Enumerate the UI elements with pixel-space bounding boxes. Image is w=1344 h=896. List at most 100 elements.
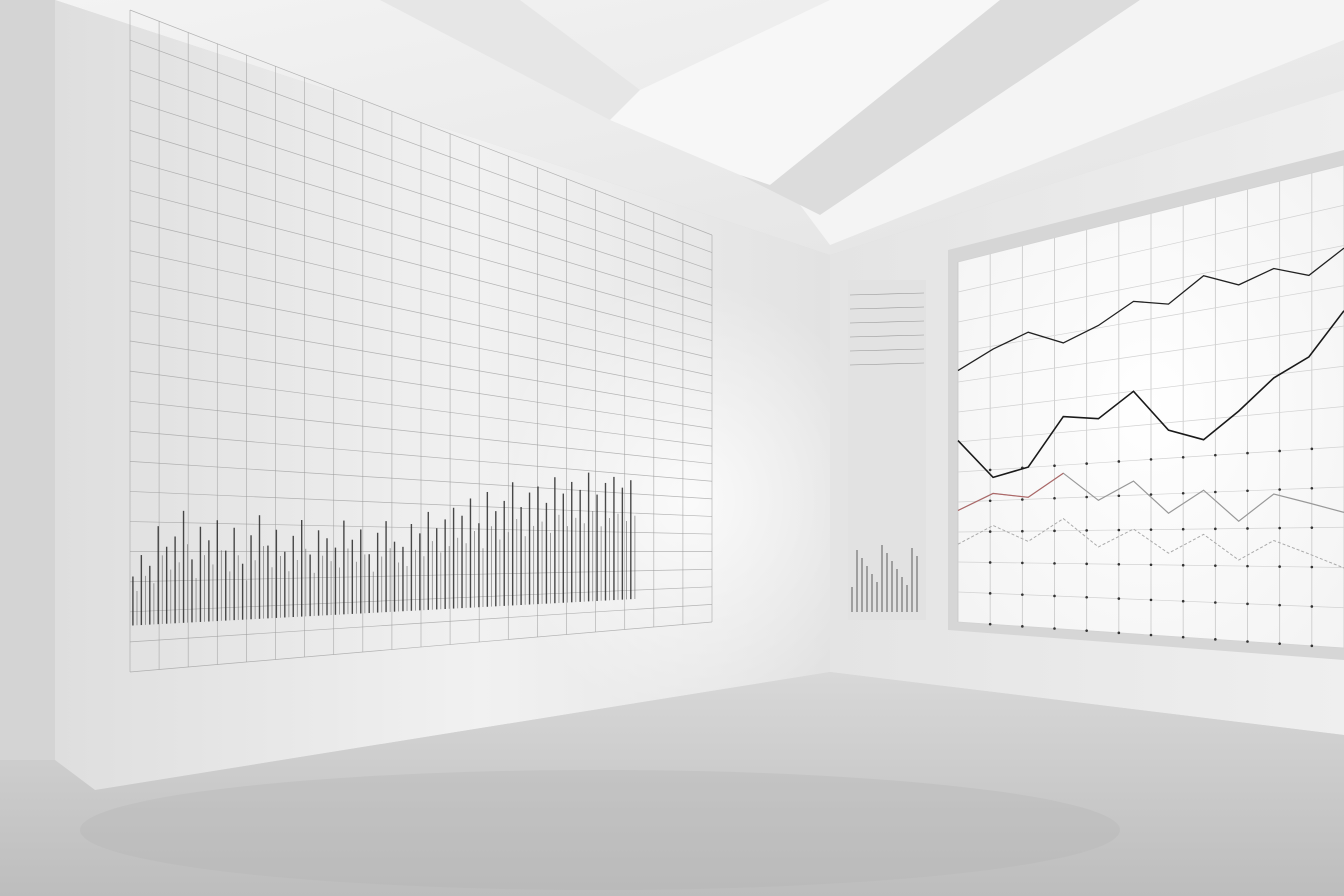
grid-line bbox=[129, 9, 713, 236]
window-grid-dot bbox=[1214, 601, 1217, 604]
window-grid-dot bbox=[1278, 526, 1281, 530]
window-grid-dot bbox=[1214, 638, 1217, 641]
window-grid-dot bbox=[1053, 627, 1056, 630]
window-grid-line bbox=[957, 325, 1344, 383]
window-grid-dot bbox=[1310, 447, 1314, 451]
window-grid-dot bbox=[1149, 528, 1153, 531]
grid-line bbox=[129, 370, 713, 447]
window-grid-dot bbox=[1085, 562, 1088, 566]
grid-line bbox=[129, 39, 713, 253]
window-grid-dot bbox=[1149, 458, 1153, 461]
left-column bbox=[0, 0, 55, 760]
window-grid-dot bbox=[1278, 488, 1281, 491]
window-grid-dot bbox=[1149, 563, 1153, 567]
panel-row bbox=[849, 320, 925, 324]
floor bbox=[0, 672, 1344, 896]
window-grid-dot bbox=[1246, 527, 1249, 530]
window-grid-dot bbox=[1278, 642, 1281, 645]
grid-line bbox=[129, 310, 713, 412]
window-grid-dot bbox=[1181, 563, 1185, 567]
window-grid-dot bbox=[988, 499, 992, 503]
window-grid-dot bbox=[1053, 496, 1056, 500]
window-series-line bbox=[957, 517, 1344, 569]
grid-line bbox=[129, 604, 713, 643]
grid-line bbox=[129, 69, 713, 271]
grid-line bbox=[129, 461, 713, 500]
window-grid-dot bbox=[1053, 464, 1056, 467]
window-grid-dot bbox=[1117, 494, 1121, 498]
ceiling-beam bbox=[380, 0, 640, 120]
window-grid-dot bbox=[1021, 498, 1024, 501]
window-grid-line bbox=[957, 204, 1344, 293]
grid-line bbox=[129, 521, 713, 535]
window-grid-line bbox=[957, 164, 1344, 263]
window-grid-dot bbox=[988, 561, 992, 564]
window-grid-dot bbox=[1181, 527, 1185, 531]
side-panel-chart bbox=[849, 292, 925, 612]
window-grid-dot bbox=[1117, 460, 1121, 463]
grid-line bbox=[129, 430, 713, 482]
window-grid-dot bbox=[1149, 598, 1153, 602]
window-grid-dot bbox=[1021, 561, 1024, 565]
panel-row bbox=[849, 362, 925, 366]
window-grid-dot bbox=[1310, 605, 1314, 608]
window-grid-dot bbox=[1246, 564, 1249, 568]
window-grid-dot bbox=[1085, 529, 1088, 532]
window-grid-dot bbox=[1310, 486, 1314, 490]
window-grid-dot bbox=[1246, 489, 1249, 493]
window-grid bbox=[957, 164, 1344, 649]
window-line-chart bbox=[957, 247, 1344, 569]
window-grid-dot bbox=[1278, 449, 1281, 453]
window-grid-dot bbox=[1053, 529, 1056, 533]
window-series-line bbox=[957, 310, 1344, 479]
grid-line bbox=[129, 621, 713, 673]
grid-line bbox=[129, 130, 713, 306]
window-grid-dot bbox=[1278, 603, 1281, 607]
window-grid-dot bbox=[1021, 593, 1024, 596]
window-grid-line bbox=[957, 245, 1344, 323]
window-grid-dot bbox=[988, 592, 992, 595]
window-grid-dot bbox=[1085, 595, 1088, 599]
window-grid-dot bbox=[1214, 564, 1217, 567]
window-grid-dot bbox=[1310, 565, 1314, 569]
window-grid-dot bbox=[988, 468, 992, 472]
ceiling-beam bbox=[740, 0, 1140, 215]
grid-line bbox=[129, 250, 713, 377]
grid-line bbox=[129, 568, 713, 583]
grid-line bbox=[129, 491, 713, 517]
window-grid-dot bbox=[1149, 633, 1153, 637]
window-grid-dot bbox=[1214, 490, 1217, 494]
window-grid-dot bbox=[1085, 462, 1088, 465]
window-series-line bbox=[957, 247, 1344, 372]
window-grid-dot bbox=[988, 622, 992, 626]
grid-line bbox=[129, 280, 713, 394]
window-grid-line bbox=[957, 406, 1344, 443]
window-grid-dot bbox=[1214, 527, 1217, 531]
window-grid-dot bbox=[1117, 562, 1121, 566]
window-grid-dot bbox=[1149, 493, 1153, 496]
window-grid-dot bbox=[1310, 644, 1314, 648]
grid-line bbox=[129, 586, 713, 613]
window-series-accent bbox=[957, 472, 1064, 511]
window-grid-dot bbox=[1117, 597, 1121, 600]
window-grid-line bbox=[957, 285, 1344, 353]
window-grid-dot bbox=[1181, 635, 1185, 639]
window-grid-dot bbox=[1053, 562, 1056, 565]
window-grid-dot bbox=[1085, 495, 1088, 499]
panel-row bbox=[849, 334, 925, 338]
window-grid-dot bbox=[1053, 594, 1056, 598]
window-grid-dot bbox=[1278, 565, 1281, 568]
grid-line bbox=[129, 160, 713, 324]
window-grid-dot bbox=[1181, 455, 1185, 459]
grid-line bbox=[129, 400, 713, 465]
floor-shadow bbox=[80, 770, 1120, 890]
ceiling-beam bbox=[800, 0, 1344, 245]
grid-line bbox=[129, 99, 713, 289]
window-grid-dot bbox=[1117, 528, 1121, 532]
window-grid-dot bbox=[1181, 491, 1185, 495]
window-grid-dot bbox=[1246, 602, 1249, 606]
grid-line bbox=[129, 220, 713, 359]
window-grid-dot bbox=[988, 530, 992, 533]
window-grid-dot bbox=[1181, 599, 1185, 603]
